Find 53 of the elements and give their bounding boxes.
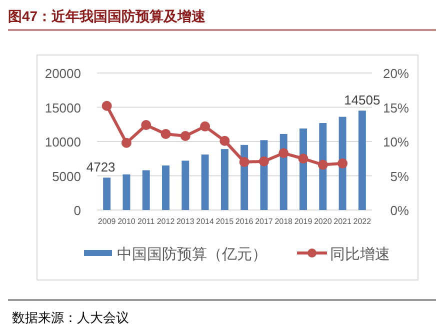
x-tick-label: 2012 [156,217,176,226]
y2-tick-label: 0% [390,203,410,218]
point [160,128,171,139]
y-tick-label: 10000 [44,134,81,150]
x-tick-label: 2009 [98,217,116,226]
x-tick-label: 2015 [216,217,234,226]
bar [220,149,228,210]
bar [358,110,366,210]
x-tick-label: 2019 [294,217,313,226]
bar [122,174,130,210]
bar [338,116,346,210]
bar [142,170,150,210]
x-tick-label: 2017 [255,217,274,226]
y2-tick-label: 5% [390,168,410,184]
data-label: 4723 [86,160,116,175]
y2-tick-label: 15% [382,100,410,116]
x-tick-label: 2018 [274,217,294,226]
point [121,138,132,148]
x-tick-label: 2016 [235,217,254,226]
point [278,148,289,158]
y-tick-label: 5000 [52,168,81,184]
bar [162,165,170,210]
x-tick-label: 2021 [334,217,352,226]
legend-label: 中国国防预算（亿元） [117,246,267,263]
legend-label: 同比增速 [330,246,390,263]
bar [103,178,111,210]
x-tick-label: 2022 [353,217,372,226]
chart-title: 图47：近年我国国防预算及增速 [8,8,207,24]
point [102,100,112,111]
y-tick-label: 15000 [44,100,81,116]
x-tick-label: 2020 [314,217,332,226]
x-tick-label: 2010 [118,217,136,226]
y-tick-label: 0 [74,203,81,218]
point [200,121,210,132]
point [220,136,230,146]
y2-tick-label: 10% [382,134,410,150]
point [180,131,190,142]
bar [319,123,327,210]
y-tick-label: 20000 [44,66,81,81]
point [338,158,348,168]
point [298,154,308,164]
point [258,156,269,166]
point [239,157,250,168]
source-note: 数据来源：人大会议 [12,310,129,325]
y2-tick-label: 20% [382,66,410,81]
bar [182,160,190,210]
point [141,120,152,130]
x-tick-label: 2011 [138,217,156,226]
bar [201,154,209,210]
point [318,160,328,170]
x-tick-label: 2014 [196,217,214,226]
data-label: 14505 [344,92,380,108]
x-tick-label: 2013 [176,217,195,226]
